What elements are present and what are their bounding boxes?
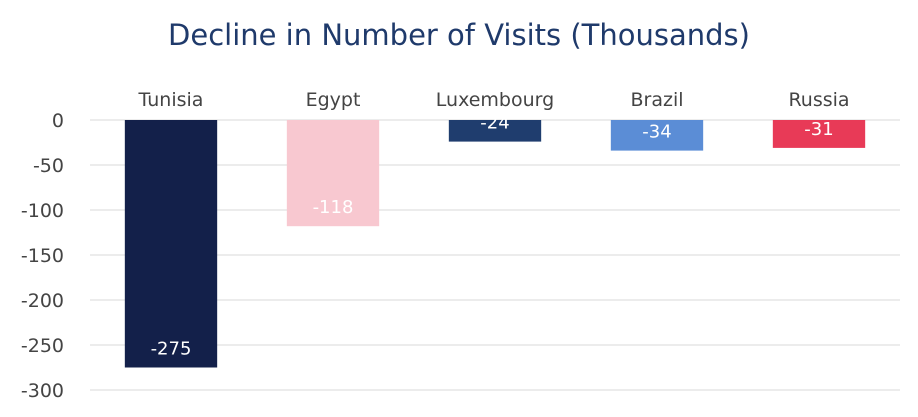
- bars: [124, 120, 866, 368]
- y-axis-ticks: 0 -50 -100 -150 -200 -250 -300: [21, 110, 64, 402]
- category-label-tunisia: Tunisia: [138, 89, 204, 111]
- bar-luxembourg: [448, 120, 542, 142]
- data-label-russia: -31: [804, 119, 833, 140]
- gridlines: [90, 119, 900, 391]
- data-label-luxembourg: -24: [480, 113, 509, 134]
- y-tick-label: -300: [21, 380, 64, 402]
- category-label-russia: Russia: [788, 89, 849, 111]
- bar-egypt: [286, 120, 380, 227]
- chart-title: Decline in Number of Visits (Thousands): [168, 18, 750, 52]
- y-tick-label: -200: [21, 290, 64, 312]
- bar-russia: [772, 120, 866, 148]
- category-label-luxembourg: Luxembourg: [436, 89, 554, 111]
- y-tick-label: -250: [21, 335, 64, 357]
- y-tick-label: -100: [21, 200, 64, 222]
- bar-brazil: [610, 120, 704, 151]
- bar-tunisia: [124, 120, 218, 368]
- data-labels: -275 -118 -24 -34 -31: [151, 113, 834, 360]
- category-labels: Tunisia Egypt Luxembourg Brazil Russia: [138, 89, 850, 111]
- category-label-brazil: Brazil: [630, 89, 683, 111]
- y-tick-label: -50: [33, 155, 64, 177]
- y-tick-label: -150: [21, 245, 64, 267]
- data-label-tunisia: -275: [151, 339, 192, 360]
- data-label-brazil: -34: [642, 122, 671, 143]
- data-label-egypt: -118: [313, 197, 354, 218]
- y-tick-label: 0: [52, 110, 64, 132]
- category-label-egypt: Egypt: [306, 89, 361, 111]
